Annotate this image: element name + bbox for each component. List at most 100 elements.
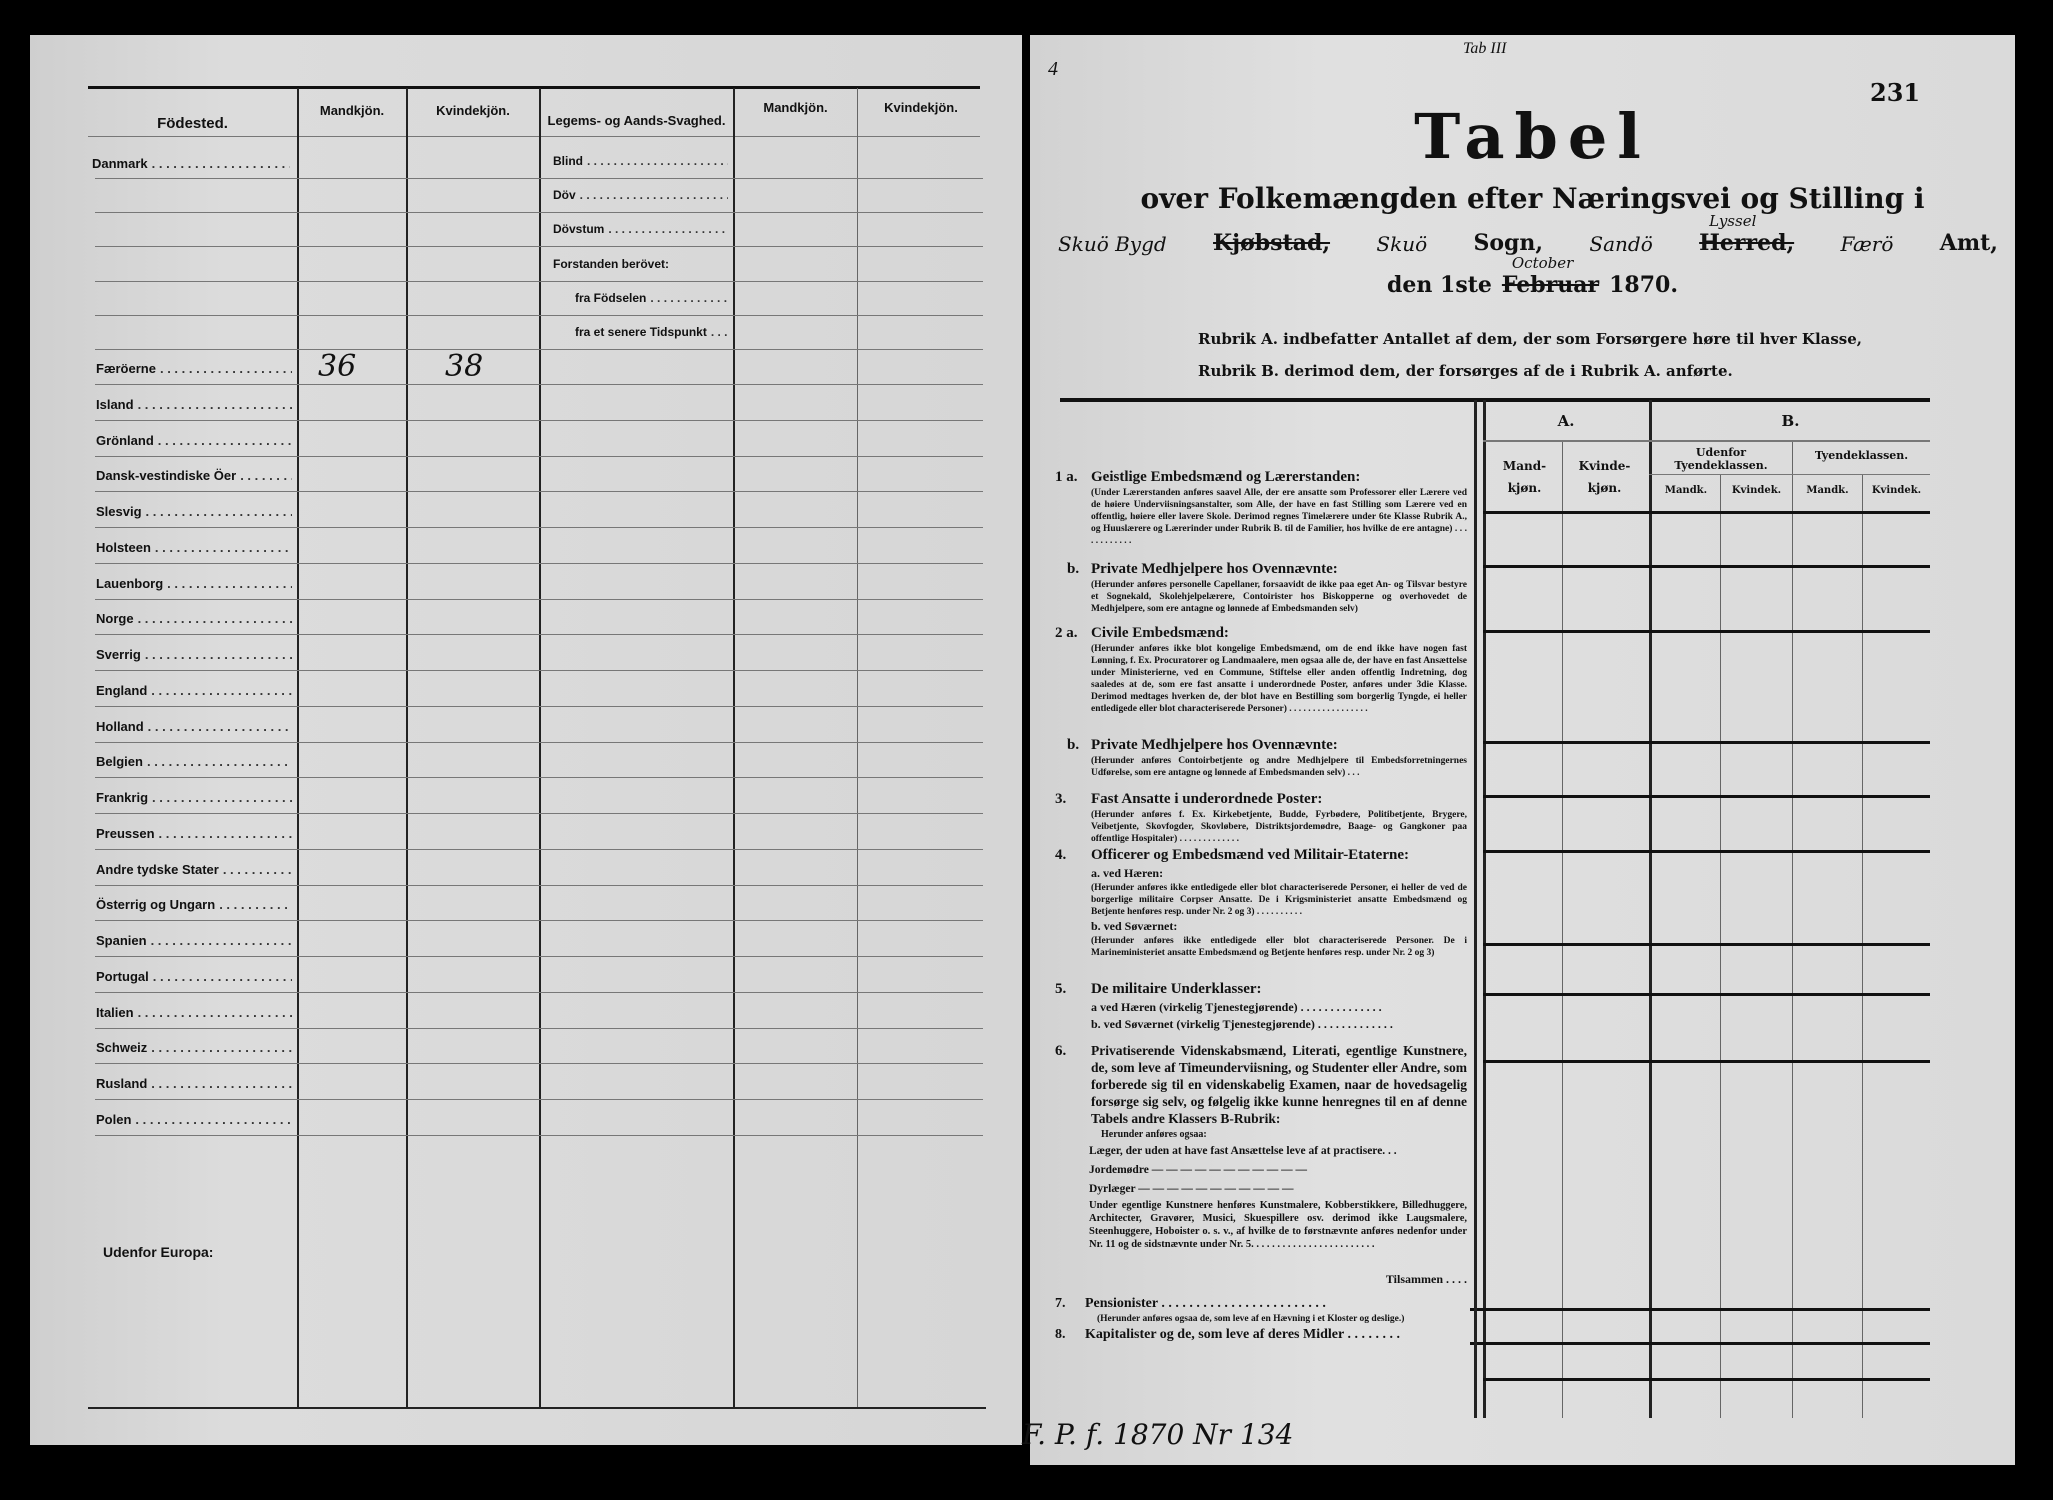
section-3: 3. Fast Ansatte i underordnede Poster: (H… — [1055, 790, 1467, 846]
row-label: Grönland . . . . . . . . . . . . . . . .… — [96, 433, 292, 448]
col-b1-male: Mandk. — [1664, 485, 1708, 496]
row-line — [95, 420, 983, 421]
section-2b: b. Private Medhjelpere hos Ovennævnte: (H… — [1055, 736, 1467, 790]
leader-dots: . . . . . . . . . . . . . . . . . . . . … — [710, 325, 728, 339]
birthplace-name: Norge — [96, 611, 134, 626]
leader-dots: . . . . . . . . . . . . . . . . . . . . … — [167, 576, 292, 591]
row-label: Sverrig . . . . . . . . . . . . . . . . … — [96, 647, 292, 662]
leader-dots: . . . . . . . . . . . . . . . . . . . . … — [145, 504, 292, 519]
row-label: Schweiz . . . . . . . . . . . . . . . . … — [96, 1040, 292, 1055]
leader-dots: . . . . . . . . . . . . . . . . . . . . … — [146, 754, 292, 769]
section-rule — [1483, 850, 1930, 853]
section-title: Civile Embedsmænd: — [1091, 625, 1229, 641]
row-label: Portugal . . . . . . . . . . . . . . . .… — [96, 969, 292, 984]
leader-dots: . . . . . . . . . . . . . . . . . . . . … — [144, 647, 292, 662]
section-8: 8. Kapitalister og de, som leve af deres … — [1055, 1326, 1467, 1344]
row-label: Preussen . . . . . . . . . . . . . . . .… — [96, 826, 292, 841]
leader-dots: . . . . . . . . . . . . . . . . . . . . … — [137, 397, 292, 412]
col-b2-female: Kvindek. — [1871, 485, 1922, 496]
row-line — [95, 777, 983, 778]
row-line — [95, 491, 983, 492]
label-column-edge — [1474, 400, 1477, 1418]
row-label: Belgien . . . . . . . . . . . . . . . . … — [96, 754, 292, 769]
row-line — [95, 563, 983, 564]
row-line — [95, 634, 983, 635]
row-line — [95, 742, 983, 743]
leader-dots: . . . . . . . . . . . . . . . . . . . . … — [222, 862, 292, 877]
leader-dots: . . . . . . . . . . . . . . . . . . . . … — [579, 188, 728, 202]
birthplace-name: Andre tydske Stater — [96, 862, 219, 877]
birthplace-name: Lauenborg — [96, 576, 164, 591]
section-rule — [1483, 1060, 1930, 1063]
section-number: b. — [1067, 561, 1080, 577]
table-top-rule — [1060, 398, 1930, 402]
row-line — [95, 885, 983, 886]
row-line — [95, 527, 983, 528]
section-1a: 1 a. Geistlige Embedsmænd og Lærerstanden… — [1055, 468, 1467, 560]
date-line: den 1ste October Februar 1870. — [1040, 254, 2025, 298]
row-label: Österrig og Ungarn . . . . . . . . . . .… — [96, 897, 292, 912]
row-label: fra et senere Tidspunkt . . . . . . . . … — [575, 325, 728, 339]
birthplace-name: Österrig og Ungarn — [96, 897, 216, 912]
row-line — [95, 349, 983, 350]
row-label: Polen . . . . . . . . . . . . . . . . . … — [96, 1112, 292, 1127]
row-label: Döv . . . . . . . . . . . . . . . . . . … — [553, 188, 728, 202]
left-col-divider — [406, 88, 408, 1408]
leader-dots: . . . . . . . . . . . . . . . . . . . . … — [219, 897, 292, 912]
section-title: Geistlige Embedsmænd og Lærerstanden: — [1091, 469, 1361, 485]
row-line — [95, 956, 983, 957]
row-line — [95, 706, 983, 707]
row-label: Andre tydske Stater . . . . . . . . . . … — [96, 862, 292, 877]
header-birthplace: Födested. — [157, 115, 228, 132]
herred-group: Lyssel Herred, — [1699, 212, 1794, 256]
col-a-header: A. — [1557, 412, 1575, 430]
section-4: 4. Officerer og Embedsmænd ved Militair-E… — [1055, 846, 1467, 980]
row-label: Dövstum . . . . . . . . . . . . . . . . … — [553, 222, 728, 236]
section-rule — [1483, 565, 1930, 568]
handwritten-county: Færö — [1840, 232, 1894, 256]
birthplace-name: Dansk-vestindiske Öer — [96, 468, 237, 483]
date-prefix: den 1ste — [1386, 272, 1492, 298]
section-rule — [1483, 511, 1930, 514]
infirmity-label: Forstanden berövet: — [553, 257, 670, 271]
section-number: 5. — [1055, 981, 1067, 997]
outside-europe-label: Udenfor Europa: — [103, 1244, 214, 1260]
birthplace-name: Polen — [96, 1112, 132, 1127]
leader-dots: . . . . . . . . . . . . . . . . . . . . … — [154, 540, 292, 555]
col-divider — [1792, 440, 1793, 1418]
infirmity-label: Döv — [553, 188, 576, 202]
header-rule — [1483, 440, 1930, 442]
page-title: Tabel — [1414, 100, 1651, 173]
section-number: b. — [1067, 737, 1080, 753]
row-label: Spanien . . . . . . . . . . . . . . . . … — [96, 933, 292, 948]
section-note: (Herunder anføres personelle Capellaner,… — [1091, 580, 1467, 614]
row-label: Island . . . . . . . . . . . . . . . . .… — [96, 397, 292, 412]
row-line — [95, 456, 983, 457]
row-line — [95, 849, 983, 850]
col-b-servants: Tyendeklassen. — [1814, 449, 1909, 462]
subsection-label: b. ved Søværnet: — [1091, 919, 1178, 933]
subtitle: over Folkemængden efter Næringsvei og St… — [1140, 182, 1925, 215]
category-labels: 1 a. Geistlige Embedsmænd og Lærerstanden… — [1055, 468, 1467, 1344]
leader-dots: . . . . . . . . . . . . . . . . . . . . … — [240, 468, 292, 483]
row-label: Norge . . . . . . . . . . . . . . . . . … — [96, 611, 292, 626]
right-page — [1030, 35, 2015, 1465]
row-line — [95, 1028, 983, 1029]
col-divider — [1562, 440, 1563, 1418]
subsection-label: b. ved Søværnet (virkelig Tjenestegjøren… — [1091, 1017, 1393, 1031]
birthplace-name: Belgien — [96, 754, 143, 769]
row-line — [95, 1063, 983, 1064]
leader-dots: . . . . . . . . . . . . . . . . . . . . … — [152, 790, 292, 805]
section-rule — [1483, 943, 1930, 946]
row-label: Blind . . . . . . . . . . . . . . . . . … — [553, 154, 728, 168]
left-header-rule — [88, 136, 980, 137]
month-group: October Februar — [1502, 254, 1599, 298]
section-2a: 2 a. Civile Embedsmænd: (Herunder anføres… — [1055, 624, 1467, 736]
col-b-header: B. — [1781, 412, 1800, 430]
row-label: Italien . . . . . . . . . . . . . . . . … — [96, 1005, 292, 1020]
birthplace-name: Portugal — [96, 969, 149, 984]
row-line — [95, 281, 983, 282]
section-number: 1 a. — [1055, 469, 1078, 485]
section-subnote: Herunder anføres ogsaa: — [1101, 1129, 1207, 1140]
leader-dots: . . . . . . . . . . . . . . . . . . . . … — [159, 361, 292, 376]
